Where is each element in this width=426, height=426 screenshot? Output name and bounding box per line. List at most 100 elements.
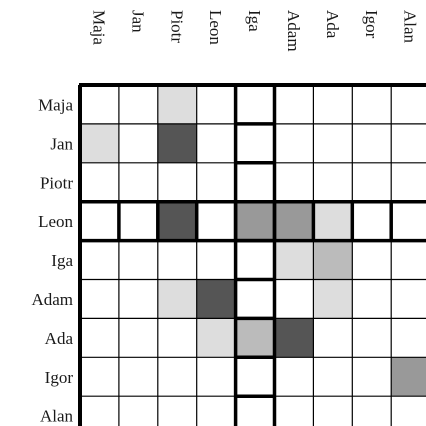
matrix-cell-iga-leon <box>196 240 236 280</box>
matrix-cell-ada-adam <box>274 318 314 358</box>
matrix-cell-piotr-alan <box>391 162 426 202</box>
matrix-cell-piotr-ada <box>313 162 353 202</box>
matrix-cell-iga-adam <box>274 240 314 280</box>
matrix-cell-adam-igor <box>352 279 392 319</box>
matrix-cell-jan-igor <box>352 123 392 163</box>
matrix-cell-piotr-maja <box>80 162 119 202</box>
matrix-cell-maja-igor <box>352 85 392 124</box>
matrix-cell-piotr-leon <box>196 162 236 202</box>
row-label-alan: Alan <box>40 407 74 426</box>
matrix-cell-adam-iga <box>235 279 275 319</box>
matrix-cell-maja-ada <box>313 85 353 124</box>
row-label-piotr: Piotr <box>40 173 73 192</box>
matrix-cell-alan-iga <box>235 396 275 426</box>
matrix-cell-jan-jan <box>118 123 158 163</box>
column-label-alan: Alan <box>401 10 420 44</box>
matrix-cell-ada-igor <box>352 318 392 358</box>
matrix-cell-alan-leon <box>196 396 236 426</box>
matrix-cell-iga-alan <box>391 240 426 280</box>
matrix-cell-ada-alan <box>391 318 426 358</box>
matrix-cell-ada-iga <box>235 318 275 358</box>
column-label-jan: Jan <box>128 10 147 33</box>
matrix-cell-ada-ada <box>313 318 353 358</box>
matrix-cell-leon-leon <box>196 201 236 241</box>
matrix-cell-iga-jan <box>118 240 158 280</box>
matrix-cell-maja-jan <box>118 85 158 124</box>
matrix-cell-maja-piotr <box>157 85 197 124</box>
matrix-cell-maja-maja <box>80 85 119 124</box>
column-label-maja: Maja <box>89 10 108 45</box>
matrix-cell-igor-igor <box>352 357 392 397</box>
column-label-adam: Adam <box>284 10 303 52</box>
column-labels: Maja Jan Piotr Leon Iga Adam Ada Igor Alan <box>89 10 419 52</box>
matrix-cell-alan-adam <box>274 396 314 426</box>
matrix-cell-piotr-jan <box>118 162 158 202</box>
matrix-cell-alan-maja <box>80 396 119 426</box>
column-label-iga: Iga <box>245 10 264 32</box>
row-labels: Maja Jan Piotr Leon Iga Adam Ada Igor Alan <box>31 95 73 425</box>
matrix-cell-piotr-adam <box>274 162 314 202</box>
matrix-cell-alan-jan <box>118 396 158 426</box>
matrix-cell-leon-maja <box>80 201 119 241</box>
matrix-cell-adam-piotr <box>157 279 197 319</box>
matrix-cell-iga-ada <box>313 240 353 280</box>
matrix-cell-iga-piotr <box>157 240 197 280</box>
matrix-cell-iga-iga <box>235 240 275 280</box>
matrix-cell-igor-alan <box>391 357 426 397</box>
matrix-cell-ada-jan <box>118 318 158 358</box>
matrix-cell-leon-ada <box>313 201 353 241</box>
matrix-cell-igor-ada <box>313 357 353 397</box>
row-label-leon: Leon <box>38 212 73 231</box>
matrix-cell-jan-piotr <box>157 123 197 163</box>
matrix-cell-alan-piotr <box>157 396 197 426</box>
matrix-cell-adam-maja <box>80 279 119 319</box>
matrix-cell-adam-jan <box>118 279 158 319</box>
matrix-cell-leon-piotr <box>157 201 197 241</box>
matrix-cell-piotr-igor <box>352 162 392 202</box>
matrix-cell-adam-ada <box>313 279 353 319</box>
matrix-cell-igor-leon <box>196 357 236 397</box>
matrix-cell-iga-igor <box>352 240 392 280</box>
matrix-cell-jan-iga <box>235 123 275 163</box>
matrix-cell-maja-adam <box>274 85 314 124</box>
matrix-cell-piotr-piotr <box>157 162 197 202</box>
row-label-jan: Jan <box>50 134 73 153</box>
matrix-cell-jan-maja <box>80 123 119 163</box>
matrix-cell-igor-iga <box>235 357 275 397</box>
matrix-cell-adam-adam <box>274 279 314 319</box>
matrix-cell-leon-jan <box>118 201 158 241</box>
matrix-cell-jan-alan <box>391 123 426 163</box>
matrix-cell-adam-leon <box>196 279 236 319</box>
column-label-piotr: Piotr <box>167 10 186 43</box>
row-label-iga: Iga <box>51 251 73 270</box>
matrix-cell-adam-alan <box>391 279 426 319</box>
matrix-cell-igor-piotr <box>157 357 197 397</box>
matrix-cell-leon-iga <box>235 201 275 241</box>
matrix-cell-alan-ada <box>313 396 353 426</box>
matrix-cell-jan-ada <box>313 123 353 163</box>
matrix-cell-ada-maja <box>80 318 119 358</box>
matrix-cell-maja-alan <box>391 85 426 124</box>
matrix-cell-jan-leon <box>196 123 236 163</box>
matrix-cell-piotr-iga <box>235 162 275 202</box>
row-label-adam: Adam <box>31 290 73 309</box>
matrix-cell-maja-iga <box>235 85 275 124</box>
column-label-igor: Igor <box>362 10 381 39</box>
row-label-ada: Ada <box>45 329 74 348</box>
column-label-ada: Ada <box>323 10 342 39</box>
column-label-leon: Leon <box>206 10 225 45</box>
matrix-cell-leon-alan <box>391 201 426 241</box>
matrix-cell-ada-leon <box>196 318 236 358</box>
matrix-cell-igor-jan <box>118 357 158 397</box>
matrix-cell-iga-maja <box>80 240 119 280</box>
row-label-maja: Maja <box>38 95 73 114</box>
matrix-cell-alan-igor <box>352 396 392 426</box>
matrix-cell-ada-piotr <box>157 318 197 358</box>
row-label-igor: Igor <box>45 368 74 387</box>
matrix-cell-igor-adam <box>274 357 314 397</box>
matrix-cell-igor-maja <box>80 357 119 397</box>
matrix-cell-leon-igor <box>352 201 392 241</box>
matrix-cells <box>80 85 426 426</box>
matrix-cell-maja-leon <box>196 85 236 124</box>
